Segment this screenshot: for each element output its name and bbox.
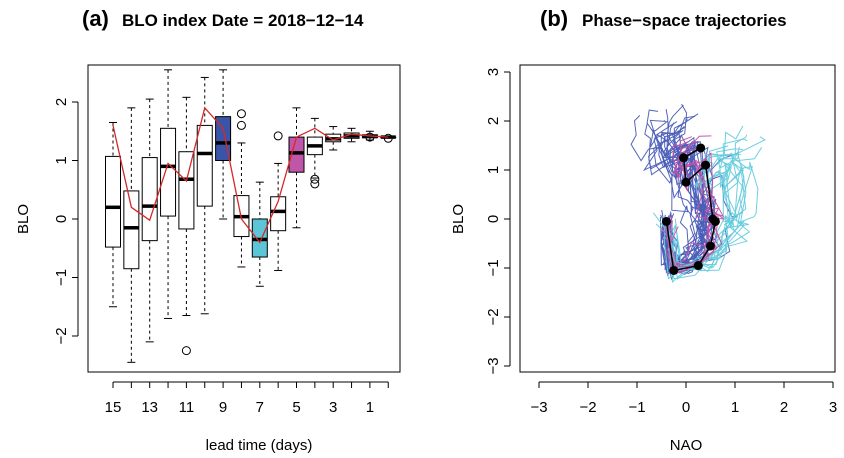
panel-a-x-axis: 15 13 11 9 7 5 3 1 [105,381,389,416]
box-lead-15 [105,121,121,308]
panel-a-x-label: lead time (days) [206,437,313,454]
panel-b-y-tick-label: 2 [485,117,502,125]
box-outlier [236,109,246,119]
panel-b-plot-frame [519,64,836,373]
panel-b-y-label: BLO [450,204,467,234]
panel-a-y-tick-label: −2 [53,327,70,344]
panel-b-x-label: NAO [670,437,703,454]
box-outlier [273,131,283,141]
box-outlier [365,132,375,142]
panel-a-x-tick-label: 1 [366,399,374,416]
panel-a-y-axis: −2 −1 0 1 2 [53,98,79,345]
observed-line [112,106,389,244]
ensemble-trajectory-blue [646,109,696,277]
panel-b-x-axis: −3 −2 −1 0 1 2 3 [530,381,837,416]
panel-b-y-tick-label: 1 [485,166,502,174]
panel-a-x-tick-label: 3 [329,399,337,416]
mean-trajectory-point [669,265,679,275]
panel-b-y-tick-label: −1 [485,259,502,276]
ensemble-trajectory-blue [658,130,712,271]
box-body [141,157,158,242]
panel-a-x-tick-label: 11 [179,399,195,416]
box-body [160,127,177,217]
panel-b-x-tick-label: 1 [731,399,739,416]
panel-a-x-tick-label: 7 [256,399,264,416]
box-body [196,124,213,207]
mean-trajectory-point [661,216,671,226]
box-lead-10 [196,76,213,315]
panel-b-ensemble-trajectories [630,103,766,284]
mean-trajectory-point [710,216,720,226]
box-lead-11 [178,96,195,356]
box-lead-13 [141,98,158,343]
panel-a-title: BLO index Date = 2018−12−14 [122,11,364,30]
mean-trajectory-point [681,177,691,187]
box-lead-14 [123,107,140,363]
panel-a-y-tick-label: 2 [53,98,70,106]
box-lead-12 [160,69,177,319]
panel-a-plot-frame [87,64,401,373]
panel-a: (a) BLO index Date = 2018−12−14 −2−1012 … [15,6,401,454]
ensemble-trajectory-magenta [665,141,714,274]
panel-a-label: (a) [82,6,109,31]
mean-trajectory-point [696,143,706,153]
box-outlier [236,120,246,130]
panel-a-x-tick-label: 9 [219,399,227,416]
box-lead-9 [215,69,232,220]
box-outlier [310,174,320,184]
box-outlier [310,179,320,189]
panel-a-y-label: BLO [15,204,32,234]
box-lead-4 [306,117,323,189]
panel-a-y-tick-label: −1 [53,269,70,286]
panel-b-x-tick-label: 0 [682,399,690,416]
mean-trajectory-point [679,153,689,163]
box-lead-7 [251,181,268,287]
box-body [105,155,121,248]
box-body [178,151,195,230]
panel-a-y-tick-label: 1 [53,156,70,164]
panel-b-title: Phase−space trajectories [582,11,787,30]
panel-a-x-tick-label: 5 [292,399,300,416]
ensemble-trajectory-blue [648,132,709,275]
panel-b-y-tick-label: −2 [485,308,502,325]
box-lead-8 [233,109,250,268]
panel-b-mean-trajectory [661,143,720,275]
box-outlier [181,346,191,356]
panel-a-boxes [105,69,397,363]
box-outlier [383,133,393,143]
mean-trajectory-point [701,160,711,170]
panel-a-observed-series [112,106,389,244]
panel-b-x-tick-label: −2 [579,399,596,416]
box-lead-5 [288,107,305,229]
panel-b-label: (b) [540,6,568,31]
ensemble-trajectory-cyan [668,154,731,271]
panel-b-x-tick-label: −3 [530,399,547,416]
box-body [270,196,287,232]
panel-b-x-tick-label: 2 [780,399,788,416]
panel-b-x-tick-label: −1 [628,399,645,416]
box-lead-0 [380,133,397,143]
mean-trajectory-point [693,261,703,271]
box-body [123,190,140,270]
panel-a-x-tick-label: 13 [141,399,158,416]
mean-trajectory-point [706,241,715,251]
ensemble-trajectory-cyan [675,147,763,272]
panel-b-y-axis: −3 −2 −1 0 1 2 3 [485,68,511,375]
panel-a-y-tick-label: 0 [53,215,70,223]
panel-b-y-tick-label: −3 [485,357,502,374]
panel-b: (b) Phase−space trajectories −3−2−10123 … [450,6,837,454]
panel-b-y-tick-label: 3 [485,68,502,76]
panel-b-y-tick-label: 0 [485,215,502,223]
panel-b-x-tick-label: 3 [829,399,837,416]
panel-a-x-tick-label: 15 [105,399,122,416]
